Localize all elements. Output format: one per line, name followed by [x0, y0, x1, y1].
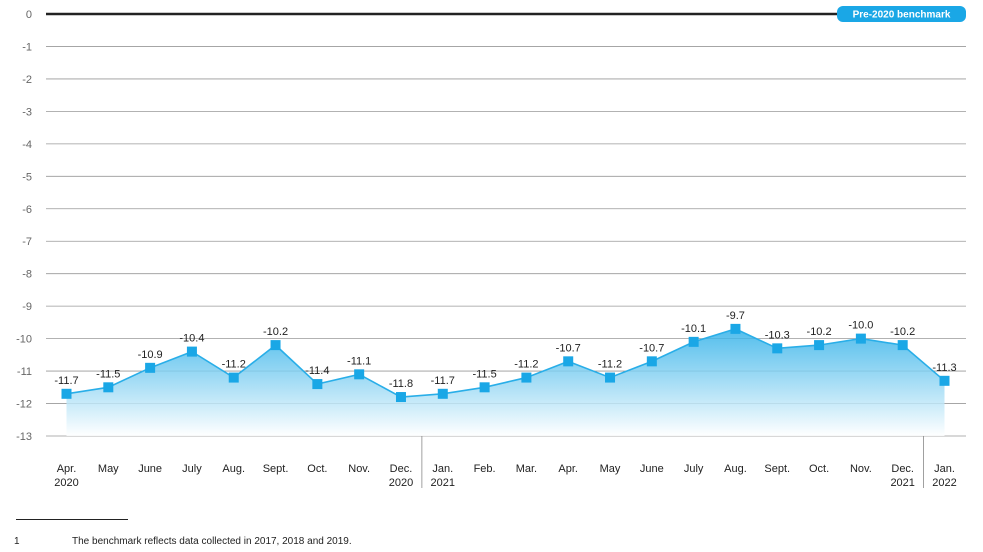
x-tick-label: Jan. — [432, 463, 453, 475]
data-label: -11.3 — [932, 362, 956, 374]
y-tick-label: -11 — [17, 366, 32, 378]
x-tick-label: Apr. — [558, 463, 578, 475]
y-tick-label: 0 — [26, 9, 32, 21]
data-markers — [61, 323, 950, 403]
data-label: -9.7 — [726, 310, 745, 322]
x-tick-label: Oct. — [809, 463, 829, 475]
data-label: -10.2 — [263, 326, 288, 338]
x-tick-label: Dec. — [891, 463, 914, 475]
data-point — [897, 340, 908, 351]
data-label: -11.5 — [472, 368, 496, 380]
data-point — [103, 382, 114, 393]
y-tick-label: -8 — [22, 269, 32, 281]
data-label: -11.2 — [222, 359, 246, 371]
data-point — [605, 372, 616, 383]
data-point — [395, 392, 406, 403]
x-tick-label: Sept. — [764, 463, 790, 475]
x-tick-label: July — [684, 463, 704, 475]
data-label: -11.2 — [514, 359, 538, 371]
data-label: -10.3 — [765, 329, 790, 341]
x-tick-label: July — [182, 463, 202, 475]
data-label: -10.7 — [639, 342, 664, 354]
x-tick-label: June — [640, 463, 664, 475]
data-point — [730, 323, 741, 334]
data-labels: -11.7 -11.5 -10.9 -10.4 -11.2 -10.2 -11.4 -11.1… — [54, 310, 956, 390]
data-label: -10.9 — [138, 349, 163, 361]
data-point — [145, 362, 156, 373]
x-tick-label: Oct. — [307, 463, 327, 475]
x-tick-label: Dec. — [390, 463, 413, 475]
y-axis-ticks: 0 -1 -2 -3 -4 -5 -6 -7 -8 -9 -10 -11 -12 -13 — [16, 9, 32, 443]
chart: 0-1-2-3-4-5-6-7-8-9-10-11-12-13 -11.7-11… — [16, 6, 966, 489]
data-label: -11.4 — [305, 365, 329, 377]
x-tick-label: Apr. — [57, 463, 77, 475]
data-label: -10.0 — [848, 320, 873, 332]
data-label: -11.8 — [389, 378, 413, 390]
x-tick-label: May — [98, 463, 119, 475]
y-tick-label: -12 — [16, 399, 32, 411]
x-tick-label: May — [600, 463, 621, 475]
data-label: -11.7 — [431, 375, 455, 387]
footnote-number: 1 — [14, 536, 20, 547]
data-point — [772, 343, 783, 354]
x-tick-year: 2022 — [932, 477, 956, 489]
footnote-divider — [16, 519, 128, 520]
data-label: -11.5 — [96, 368, 120, 380]
series-line — [66, 328, 946, 398]
data-point — [186, 346, 197, 357]
data-point — [479, 382, 490, 393]
data-label: -11.1 — [347, 355, 371, 367]
x-tick-year: 2020 — [389, 477, 413, 489]
data-point — [437, 388, 448, 399]
x-tick-label: Jan. — [934, 463, 955, 475]
x-tick-label: Mar. — [516, 463, 537, 475]
x-axis-labels: Apr. 2020 May June July Aug. Sept. Oct. Nov. Dec.… — [54, 463, 956, 489]
y-tick-label: -7 — [22, 236, 32, 248]
y-tick-label: -6 — [22, 204, 32, 216]
x-tick-label: Feb. — [474, 463, 496, 475]
y-tick-label: -13 — [16, 431, 32, 443]
y-tick-label: -1 — [22, 41, 32, 53]
data-point — [939, 375, 950, 386]
y-tick-label: -10 — [16, 334, 32, 346]
x-tick-label: Aug. — [724, 463, 747, 475]
x-tick-label: Sept. — [263, 463, 289, 475]
y-tick-label: -5 — [22, 171, 32, 183]
data-point — [61, 388, 72, 399]
data-label: -10.7 — [556, 342, 581, 354]
x-tick-year: 2020 — [54, 477, 78, 489]
data-point — [563, 356, 574, 367]
x-tick-label: Aug. — [222, 463, 245, 475]
x-tick-label: June — [138, 463, 162, 475]
year-dividers — [421, 436, 924, 488]
x-tick-year: 2021 — [431, 477, 455, 489]
data-point — [855, 333, 866, 344]
data-point — [354, 369, 365, 380]
data-label: -10.1 — [681, 323, 706, 335]
benchmark-badge — [837, 6, 966, 22]
data-point — [270, 340, 281, 351]
data-label: -10.2 — [890, 326, 915, 338]
y-tick-label: -9 — [22, 301, 32, 313]
benchmark-label: Pre-2020 benchmark — [853, 10, 951, 21]
data-label: -10.2 — [807, 326, 832, 338]
y-tick-label: -4 — [22, 139, 32, 151]
data-label: -11.2 — [598, 359, 622, 371]
data-point — [688, 336, 699, 347]
data-point — [521, 372, 532, 383]
series-line-path — [66, 328, 946, 398]
data-label: -11.7 — [54, 375, 78, 387]
benchmark: Pre-2020 benchmark — [46, 6, 966, 22]
data-point — [228, 372, 239, 383]
x-tick-year: 2021 — [890, 477, 914, 489]
footnote-text: The benchmark reflects data collected in… — [72, 536, 352, 547]
data-label: -10.4 — [179, 333, 204, 345]
x-tick-label: Nov. — [348, 463, 370, 475]
data-point — [814, 340, 825, 351]
x-tick-label: Nov. — [850, 463, 872, 475]
y-tick-label: -3 — [22, 106, 32, 118]
y-tick-label: -2 — [22, 74, 32, 86]
data-point — [312, 379, 323, 390]
data-point — [646, 356, 657, 367]
